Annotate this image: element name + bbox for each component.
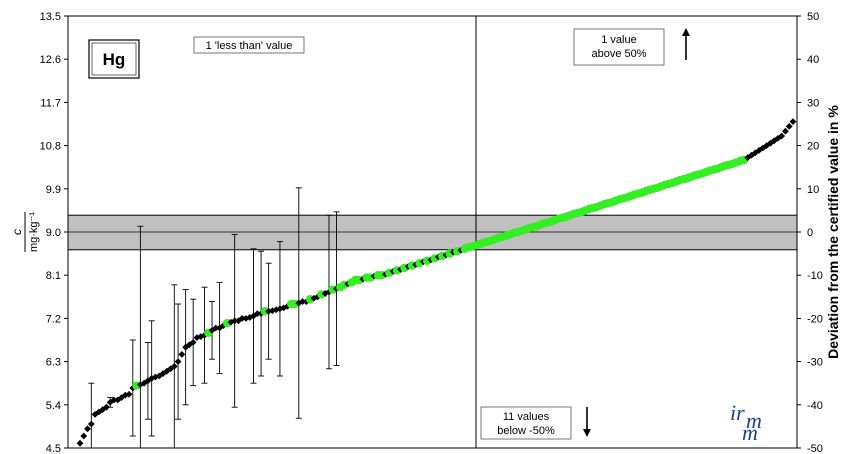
element-box xyxy=(88,39,140,79)
less-than-box xyxy=(193,36,305,54)
below-label-line2: below -50% xyxy=(497,425,555,437)
data-point-black xyxy=(103,403,110,411)
irmm-logo-ir: ir xyxy=(730,400,745,425)
less-than-label: 1 'less than' value xyxy=(206,40,293,52)
y-right-title: Deviation from the certified value in % xyxy=(825,105,841,359)
data-point-black xyxy=(325,288,333,296)
y-right-tick-label: -10 xyxy=(807,270,823,282)
data-point-black xyxy=(170,363,178,370)
data-point-black xyxy=(129,384,137,392)
y-left-tick-label: 9.0 xyxy=(46,227,61,239)
irmm-logo: ir m m xyxy=(730,400,762,445)
y-left-tick-label: 7.2 xyxy=(46,313,61,325)
data-point-black xyxy=(197,333,205,341)
data-point-black xyxy=(744,154,752,161)
data-point-black xyxy=(246,314,254,321)
data-point-black xyxy=(212,324,220,332)
data-point-black xyxy=(216,324,223,332)
data-point-black xyxy=(189,339,197,346)
above-label-line1: 1 value xyxy=(601,34,636,46)
y-left-tick-label: 4.5 xyxy=(46,443,61,454)
data-point-black xyxy=(231,317,239,325)
y-right-tick-label: -20 xyxy=(807,313,823,325)
below-box xyxy=(480,406,572,440)
y-left-denominator: mg·kg⁻¹ xyxy=(28,212,40,252)
data-point-black xyxy=(110,396,118,404)
element-label: Hg xyxy=(103,50,126,69)
y-left-tick-label: 12.6 xyxy=(40,54,61,66)
y-left-tick-label: 10.8 xyxy=(40,141,61,153)
data-point-black xyxy=(778,132,786,140)
data-point-black xyxy=(782,127,789,135)
data-point-black xyxy=(125,390,133,398)
data-points-layer xyxy=(76,118,797,447)
axes-layer xyxy=(64,15,801,449)
y-left-tick-label: 5.4 xyxy=(46,400,61,412)
irmm-logo-m2: m xyxy=(742,420,758,445)
y-right-tick-label: -40 xyxy=(807,400,823,412)
data-point-black xyxy=(299,298,306,305)
below-label-line1: 11 values xyxy=(503,411,550,423)
y-right-tick-label: -50 xyxy=(807,443,823,454)
y-left-title: c mg·kg⁻¹ xyxy=(10,212,40,252)
data-point-black xyxy=(253,310,261,317)
data-point-black xyxy=(114,396,122,404)
y-left-tick-label: 11.7 xyxy=(40,97,61,109)
y-left-tick-label: 9.9 xyxy=(46,184,61,196)
data-point-black xyxy=(272,306,280,314)
above-box xyxy=(573,28,665,66)
data-point-black xyxy=(785,123,793,130)
data-point-black xyxy=(87,420,95,428)
data-point-black xyxy=(182,343,190,351)
irmm-logo-m1: m xyxy=(746,408,762,433)
data-point-black xyxy=(95,408,103,416)
data-point-green xyxy=(260,307,270,316)
y-right-tick-label: 30 xyxy=(807,97,819,109)
data-point-black xyxy=(238,315,246,322)
data-point-black xyxy=(789,118,797,125)
y-left-numerator: c xyxy=(10,229,24,235)
y-right-tick-label: -30 xyxy=(807,357,823,369)
uncertainty-band xyxy=(67,214,798,251)
tick-labels-layer: 4.5 5.4 6.3 7.2 8.1 9.0 9.9 10.8 11.7 12.6 13.5 -50… xyxy=(40,11,823,454)
data-point-black xyxy=(174,358,182,365)
element-box-inner xyxy=(91,42,137,76)
data-point-black xyxy=(763,142,770,149)
y-right-tick-label: 0 xyxy=(807,227,813,239)
down-arrow-icon xyxy=(583,407,591,437)
y-left-tick-label: 8.1 xyxy=(46,270,61,282)
data-point-black xyxy=(76,439,84,447)
uncertainty-band-layer xyxy=(67,214,798,251)
above-label-line2: above 50% xyxy=(591,48,646,60)
data-point-black xyxy=(80,432,88,440)
data-point-black xyxy=(155,372,163,380)
up-arrow-icon xyxy=(682,28,690,60)
y-left-tick-label: 6.3 xyxy=(46,357,61,369)
data-point-black xyxy=(121,391,129,399)
data-point-black xyxy=(178,351,186,358)
y-left-tick-label: 13.5 xyxy=(40,11,61,23)
data-point-black xyxy=(84,425,91,433)
y-right-tick-label: 10 xyxy=(807,184,819,196)
y-right-tick-label: 20 xyxy=(807,141,819,153)
y-right-tick-label: 40 xyxy=(807,54,819,66)
y-right-tick-label: 50 xyxy=(807,11,819,23)
data-point-black xyxy=(250,312,257,320)
